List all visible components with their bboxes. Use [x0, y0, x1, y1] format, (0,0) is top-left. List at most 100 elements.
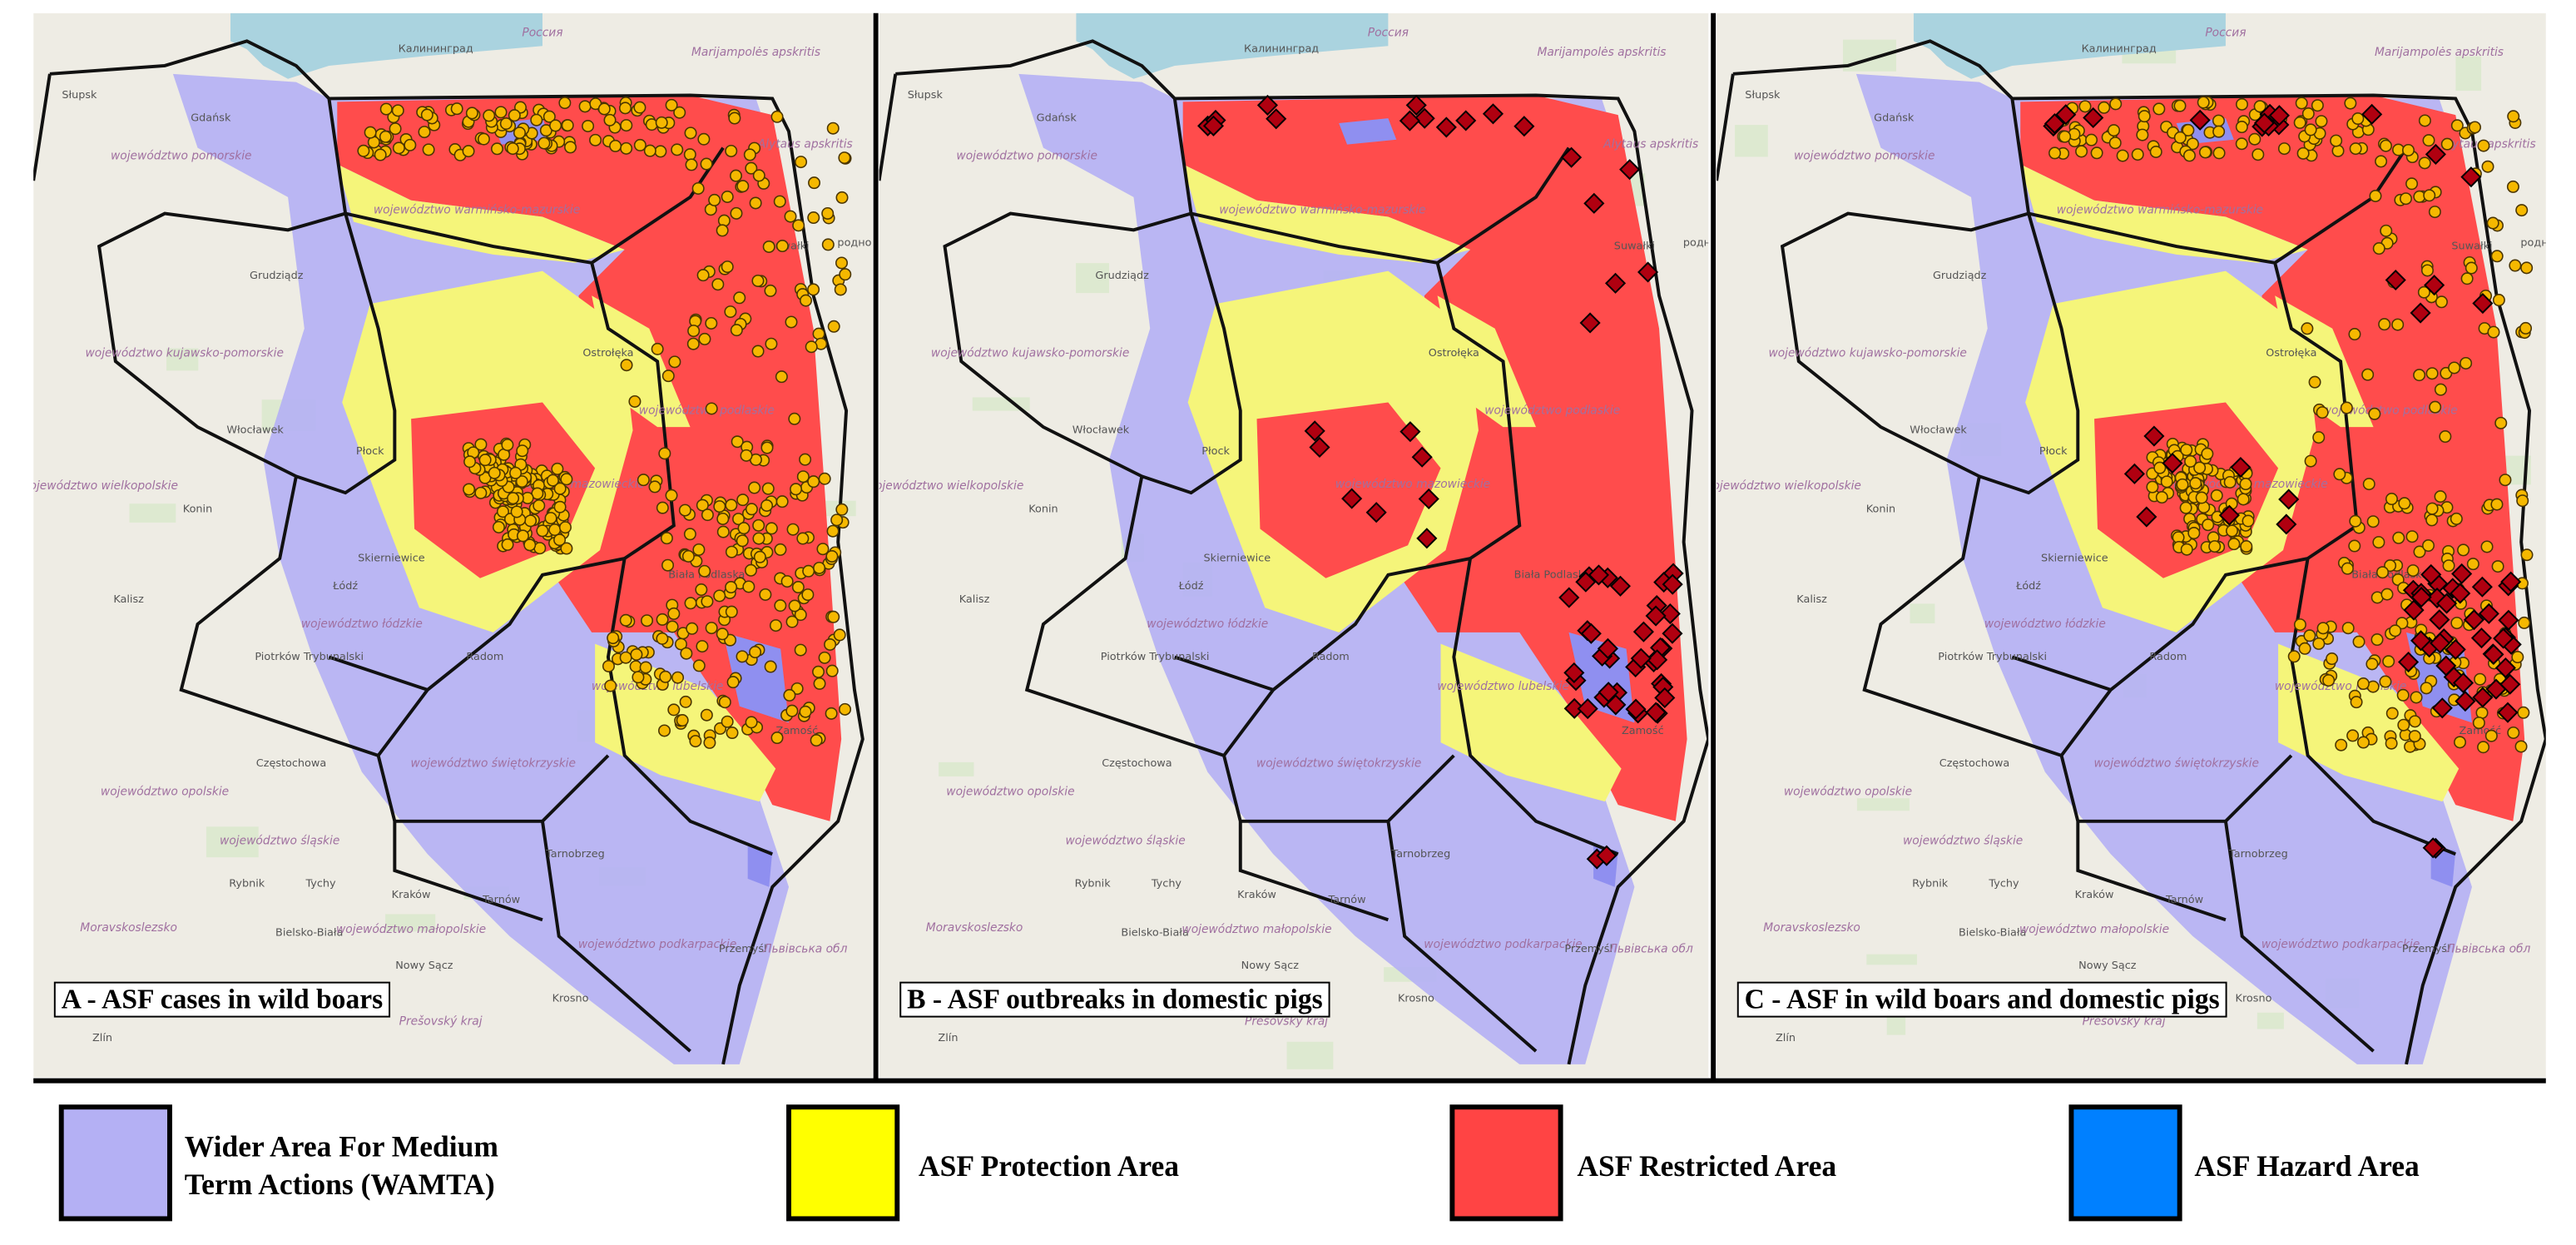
wild-boar-case: [516, 529, 529, 543]
wild-boar-case: [812, 327, 825, 340]
wild-boar-case: [2429, 400, 2442, 414]
wild-boar-case: [742, 580, 755, 593]
legend-label-box: Wider Area For Medium Term Actions (WAMT…: [184, 1129, 498, 1201]
domestic-pig-outbreak: [1662, 622, 1683, 644]
wild-boar-case: [544, 512, 557, 525]
domestic-pig-outbreak: [2500, 571, 2522, 593]
domestic-pig-outbreak: [1588, 564, 1610, 586]
wild-boar-case: [656, 501, 669, 514]
protection-zone: [337, 164, 625, 263]
place-label: Skierniewice: [358, 553, 425, 565]
legend-label: Wider Area For Medium Term Actions (WAMT…: [184, 1129, 498, 1201]
wild-boar-case: [759, 588, 772, 601]
domestic-pig-outbreak: [2189, 109, 2211, 131]
wild-boar-case: [465, 107, 478, 120]
wild-boar-case: [775, 495, 789, 508]
wild-boar-case: [2197, 96, 2210, 109]
place-label: Łódź: [1178, 580, 1204, 593]
wild-boar-case: [839, 702, 852, 716]
wild-boar-case: [825, 707, 838, 720]
wild-boar-case: [537, 136, 551, 150]
wild-boar-case: [633, 138, 646, 151]
wild-boar-case: [2315, 115, 2328, 128]
wild-boar-case: [553, 500, 567, 513]
place-label: Piotrków Trybunalski: [1938, 651, 2047, 663]
wild-boar-case: [716, 512, 730, 525]
wild-boar-case: [2176, 478, 2189, 491]
domestic-pig-outbreak: [2268, 105, 2290, 126]
wild-boar-case: [560, 473, 573, 486]
domestic-pig-outbreak: [1266, 108, 1287, 130]
region-label: województwo podkarpackie: [578, 938, 736, 951]
wild-boar-case: [751, 345, 765, 358]
domestic-pig-outbreak: [2055, 104, 2077, 126]
domestic-pig-outbreak: [1645, 605, 1667, 627]
wild-boar-case: [2474, 672, 2487, 686]
wild-boar-case: [2223, 475, 2237, 489]
domestic-pig-outbreak: [2410, 587, 2432, 608]
wild-boar-case: [2457, 543, 2470, 557]
hazard-zone: [747, 846, 773, 887]
domestic-pig-outbreak: [2431, 697, 2453, 719]
forest: [1842, 39, 1896, 72]
wild-boar-case: [701, 595, 714, 608]
wild-boar-case: [835, 256, 849, 270]
wild-boar-case: [802, 564, 815, 578]
wild-boar-case: [2225, 524, 2238, 538]
wild-boar-case: [728, 112, 741, 125]
wild-boar-case: [589, 133, 602, 146]
place-label: Konin: [1028, 503, 1058, 515]
region-label: województwo łódzkie: [301, 618, 423, 631]
wild-boar-case: [2518, 616, 2531, 629]
forest: [166, 348, 199, 371]
domestic-pig-outbreak: [2451, 563, 2473, 585]
wild-boar-case: [2304, 123, 2317, 136]
wild-boar-case: [2378, 318, 2391, 331]
wild-boar-case: [2356, 677, 2370, 691]
wild-boar-case: [2348, 539, 2361, 553]
wild-boar-case: [671, 671, 685, 684]
wild-boar-case: [799, 705, 812, 718]
wild-boar-case: [391, 104, 404, 117]
wild-boar-case: [2515, 204, 2529, 217]
domestic-pig-outbreak: [2410, 630, 2432, 652]
domestic-pig-outbreak: [1662, 573, 1683, 595]
wild-boar-case: [708, 193, 721, 206]
region-label: Prešovský kraj: [2083, 1015, 2166, 1029]
wild-boar-case: [2116, 149, 2129, 162]
domestic-pig-outbreak: [2452, 672, 2474, 694]
wild-boar-case: [816, 543, 830, 556]
forest: [1866, 954, 1917, 965]
place-label: Krosno: [552, 992, 589, 1004]
place-label: Płock: [2039, 445, 2068, 458]
wild-boar-case: [2450, 512, 2463, 525]
wild-boar-case: [637, 474, 650, 487]
wild-boar-case: [2208, 540, 2222, 553]
wild-boar-case: [2349, 514, 2362, 528]
wild-boar-case: [2131, 148, 2144, 161]
wild-boar-case: [2418, 114, 2431, 127]
wild-boar-case: [839, 268, 852, 281]
domestic-pig-outbreak: [1596, 845, 1617, 866]
wild-boar-case: [827, 320, 840, 333]
wild-boar-case: [2385, 707, 2399, 720]
place-label: Przemyśl: [1564, 943, 1612, 955]
domestic-pig-outbreak: [1365, 502, 1387, 523]
wild-boar-case: [774, 543, 787, 556]
region-label: Alytaus apskritis: [757, 138, 853, 151]
wild-boar-case: [825, 549, 839, 563]
domestic-pig-outbreak: [1414, 107, 1435, 129]
place-label: Suwałki: [1614, 241, 1655, 253]
wild-boar-case: [807, 283, 820, 296]
wild-boar-case: [2506, 180, 2519, 193]
place-label: Płock: [356, 445, 384, 458]
wild-boar-case: [389, 122, 402, 136]
wild-boar-case: [651, 342, 664, 355]
place-label: Konin: [1866, 503, 1895, 515]
wild-boar-case: [420, 108, 433, 122]
domestic-pig-outbreak: [1256, 94, 1278, 116]
wild-boar-case: [2380, 224, 2393, 237]
wild-boar-case: [2520, 261, 2534, 275]
place-label: Kalisz: [1796, 593, 1827, 606]
